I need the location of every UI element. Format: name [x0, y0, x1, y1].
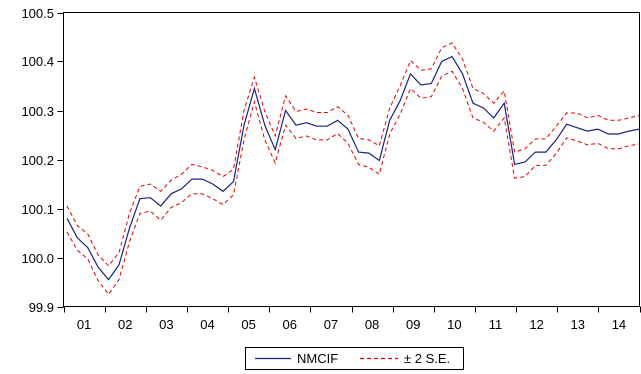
- x-tick-label-8: 09: [406, 317, 420, 332]
- y-tick-label-6: 100.5: [21, 6, 54, 21]
- y-tick-label-0: 99.9: [29, 300, 54, 315]
- x-tick-label-13: 14: [612, 317, 626, 332]
- x-tick-label-10: 11: [489, 317, 503, 332]
- y-tick-label-3: 100.2: [21, 153, 54, 168]
- legend-label-bands: ± 2 S.E.: [404, 351, 450, 366]
- x-tick-label-3: 04: [200, 317, 214, 332]
- nmcif-line: [66, 55, 640, 281]
- legend-box: [245, 347, 464, 370]
- x-tick-label-9: 10: [447, 317, 461, 332]
- y-tick-label-2: 100.1: [21, 202, 54, 217]
- upper-band-line: [66, 42, 640, 267]
- y-tick-label-1: 100.0: [21, 251, 54, 266]
- x-tick-label-7: 08: [365, 317, 379, 332]
- y-tick-label-5: 100.4: [21, 54, 54, 69]
- series-layer: [66, 42, 640, 296]
- x-tick-label-11: 12: [529, 317, 543, 332]
- legend-label-nmcif: NMCIF: [297, 351, 338, 366]
- x-tick-label-6: 07: [324, 317, 338, 332]
- x-axis: 01 02 03 04 05 06 07 08 09 10 11 12 13 14: [64, 306, 641, 332]
- y-axis: 99.9 100.0 100.1 100.2 100.3 100.4 100.5: [21, 6, 64, 315]
- plot-frame: [63, 12, 640, 307]
- legend: NMCIF ± 2 S.E.: [245, 347, 464, 370]
- x-tick-label-2: 03: [159, 317, 173, 332]
- x-tick-label-0: 01: [77, 317, 91, 332]
- x-tick-label-12: 13: [571, 317, 585, 332]
- x-tick-label-4: 05: [241, 317, 255, 332]
- x-tick-label-1: 02: [118, 317, 132, 332]
- x-tick-label-5: 06: [283, 317, 297, 332]
- lower-band-line: [66, 70, 640, 296]
- y-tick-label-4: 100.3: [21, 104, 54, 119]
